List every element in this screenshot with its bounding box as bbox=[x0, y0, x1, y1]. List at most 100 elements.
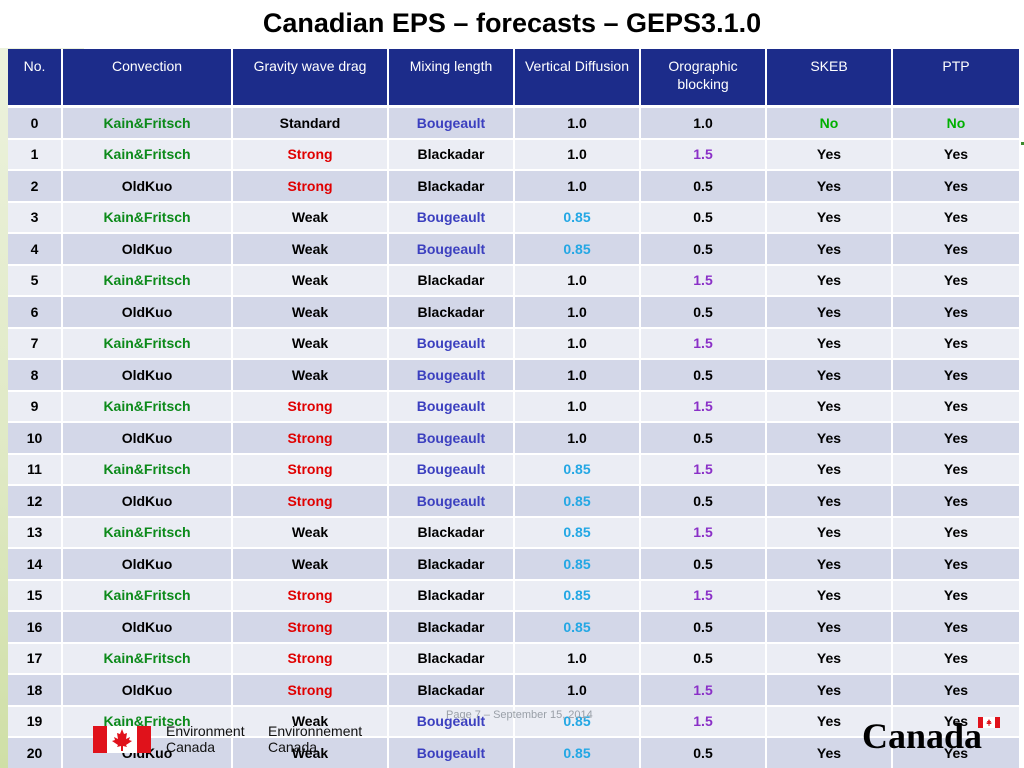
department-name-english: Environment Canada bbox=[166, 723, 245, 755]
cell-mixing-length: Blackadar bbox=[388, 295, 515, 328]
cell-gravity-wave-drag: Strong bbox=[232, 673, 389, 706]
cell-skeb: Yes bbox=[766, 358, 893, 391]
cell-vertical-diffusion: 0.85 bbox=[514, 452, 641, 485]
cell-gravity-wave-drag: Strong bbox=[232, 452, 389, 485]
cell-skeb: Yes bbox=[766, 547, 893, 580]
table-row: 6 OldKuo Weak Blackadar 1.0 0.5 Yes Yes bbox=[8, 295, 1021, 328]
cell-vertical-diffusion: 1.0 bbox=[514, 137, 641, 170]
table-row: 9 Kain&Fritsch Strong Bougeault 1.0 1.5 Yes Yes bbox=[8, 389, 1021, 422]
cell-vertical-diffusion: 0.85 bbox=[514, 610, 641, 643]
cell-no: 16 bbox=[8, 610, 63, 643]
canada-wordmark: Canada bbox=[862, 716, 983, 756]
cell-mixing-length: Bougeault bbox=[388, 105, 515, 139]
cell-vertical-diffusion: 1.0 bbox=[514, 358, 641, 391]
cell-vertical-diffusion: 0.85 bbox=[514, 578, 641, 611]
table-row: 14 OldKuo Weak Blackadar 0.85 0.5 Yes Yes bbox=[8, 547, 1021, 580]
cell-gravity-wave-drag: Strong bbox=[232, 641, 389, 674]
cell-mixing-length: Bougeault bbox=[388, 452, 515, 485]
cell-mixing-length: Bougeault bbox=[388, 389, 515, 422]
cell-no: 8 bbox=[8, 358, 63, 391]
cell-skeb: Yes bbox=[766, 200, 893, 233]
department-name-french: Environnement Canada bbox=[268, 723, 362, 755]
cell-ptp: No bbox=[892, 105, 1021, 139]
cell-ptp: Yes bbox=[892, 736, 1021, 768]
dept-fr-line1: Environnement bbox=[268, 723, 363, 739]
dept-en-line1: Environment bbox=[166, 723, 245, 739]
cell-gravity-wave-drag: Strong bbox=[232, 610, 389, 643]
cell-no: 1 bbox=[8, 137, 63, 170]
cell-orographic-blocking: 0.5 bbox=[640, 232, 767, 265]
cell-skeb: Yes bbox=[766, 704, 893, 737]
cell-gravity-wave-drag: Weak bbox=[232, 326, 389, 359]
cell-skeb: Yes bbox=[766, 232, 893, 265]
cell-skeb: Yes bbox=[766, 736, 893, 768]
cell-convection: Kain&Fritsch bbox=[62, 263, 233, 296]
cell-vertical-diffusion: 1.0 bbox=[514, 673, 641, 706]
cell-convection: Kain&Fritsch bbox=[62, 515, 233, 548]
table-row: 13 Kain&Fritsch Weak Blackadar 0.85 1.5 Yes Yes bbox=[8, 515, 1021, 548]
cell-ptp: Yes bbox=[892, 200, 1021, 233]
cell-orographic-blocking: 0.5 bbox=[640, 484, 767, 517]
cell-convection: Kain&Fritsch bbox=[62, 200, 233, 233]
cell-skeb: Yes bbox=[766, 137, 893, 170]
cell-gravity-wave-drag: Weak bbox=[232, 232, 389, 265]
cell-gravity-wave-drag: Strong bbox=[232, 578, 389, 611]
eps-config-table: No. Convection Gravity wave drag Mixing len… bbox=[8, 49, 1021, 768]
cell-gravity-wave-drag: Strong bbox=[232, 137, 389, 170]
cell-skeb: Yes bbox=[766, 641, 893, 674]
cell-mixing-length: Bougeault bbox=[388, 326, 515, 359]
header-skeb: SKEB bbox=[766, 49, 893, 107]
header-vertical-diffusion: Vertical Diffusion bbox=[514, 49, 641, 107]
cell-vertical-diffusion: 1.0 bbox=[514, 295, 641, 328]
cell-gravity-wave-drag: Weak bbox=[232, 515, 389, 548]
cell-no: 15 bbox=[8, 578, 63, 611]
cell-mixing-length: Bougeault bbox=[388, 421, 515, 454]
cell-convection: OldKuo bbox=[62, 484, 233, 517]
cell-no: 20 bbox=[8, 736, 63, 768]
cell-ptp: Yes bbox=[892, 295, 1021, 328]
dept-fr-line2: Canada bbox=[268, 739, 318, 755]
cell-ptp: Yes bbox=[892, 515, 1021, 548]
cell-orographic-blocking: 1.5 bbox=[640, 263, 767, 296]
cell-skeb: Yes bbox=[766, 610, 893, 643]
cell-gravity-wave-drag: Strong bbox=[232, 421, 389, 454]
cell-ptp: Yes bbox=[892, 263, 1021, 296]
cell-mixing-length: Bougeault bbox=[388, 232, 515, 265]
cell-vertical-diffusion: 0.85 bbox=[514, 515, 641, 548]
cell-ptp: Yes bbox=[892, 232, 1021, 265]
cell-vertical-diffusion: 1.0 bbox=[514, 169, 641, 202]
header-gravity-wave-drag: Gravity wave drag bbox=[232, 49, 389, 107]
cell-no: 0 bbox=[8, 105, 63, 139]
header-orographic-blocking: Orographic blocking bbox=[640, 49, 767, 107]
cell-convection: OldKuo bbox=[62, 232, 233, 265]
cell-vertical-diffusion: 0.85 bbox=[514, 736, 641, 768]
cell-mixing-length: Blackadar bbox=[388, 515, 515, 548]
cell-mixing-length: Blackadar bbox=[388, 641, 515, 674]
cell-no: 3 bbox=[8, 200, 63, 233]
table-row: 4 OldKuo Weak Bougeault 0.85 0.5 Yes Yes bbox=[8, 232, 1021, 265]
cell-ptp: Yes bbox=[892, 484, 1021, 517]
header-ptp: PTP bbox=[892, 49, 1021, 107]
cell-gravity-wave-drag: Weak bbox=[232, 200, 389, 233]
cell-mixing-length: Bougeault bbox=[388, 704, 515, 737]
wordmark-flag-icon bbox=[978, 717, 1000, 728]
cell-orographic-blocking: 0.5 bbox=[640, 200, 767, 233]
cell-orographic-blocking: 1.5 bbox=[640, 452, 767, 485]
table-row: 7 Kain&Fritsch Weak Bougeault 1.0 1.5 Yes Yes bbox=[8, 326, 1021, 359]
cell-gravity-wave-drag: Strong bbox=[232, 389, 389, 422]
cell-ptp: Yes bbox=[892, 547, 1021, 580]
cell-ptp: Yes bbox=[892, 358, 1021, 391]
cell-convection: Kain&Fritsch bbox=[62, 641, 233, 674]
canada-flag-icon bbox=[93, 726, 151, 753]
cell-gravity-wave-drag: Standard bbox=[232, 105, 389, 139]
cell-skeb: Yes bbox=[766, 452, 893, 485]
cell-no: 10 bbox=[8, 421, 63, 454]
cell-convection: OldKuo bbox=[62, 673, 233, 706]
cell-no: 9 bbox=[8, 389, 63, 422]
cell-mixing-length: Blackadar bbox=[388, 263, 515, 296]
cell-no: 2 bbox=[8, 169, 63, 202]
cell-mixing-length: Bougeault bbox=[388, 736, 515, 768]
cell-orographic-blocking: 1.0 bbox=[640, 105, 767, 139]
cell-convection: OldKuo bbox=[62, 169, 233, 202]
